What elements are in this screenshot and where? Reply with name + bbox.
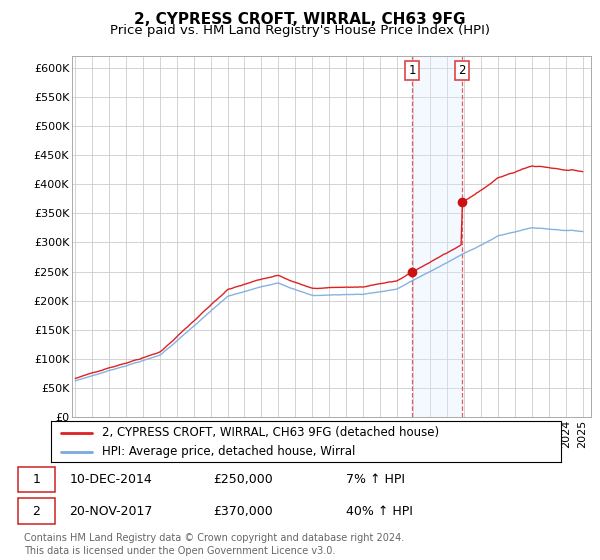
Text: 1: 1	[409, 64, 416, 77]
Bar	[18, 498, 55, 524]
Text: £250,000: £250,000	[214, 473, 274, 486]
Text: 40% ↑ HPI: 40% ↑ HPI	[346, 505, 413, 517]
Text: Contains HM Land Registry data © Crown copyright and database right 2024.
This d: Contains HM Land Registry data © Crown c…	[24, 533, 404, 556]
Text: 10-DEC-2014: 10-DEC-2014	[70, 473, 152, 486]
Text: 2, CYPRESS CROFT, WIRRAL, CH63 9FG (detached house): 2, CYPRESS CROFT, WIRRAL, CH63 9FG (deta…	[102, 426, 439, 439]
Text: 1: 1	[32, 473, 40, 486]
Text: 2: 2	[32, 505, 40, 517]
Text: 7% ↑ HPI: 7% ↑ HPI	[346, 473, 405, 486]
Text: Price paid vs. HM Land Registry's House Price Index (HPI): Price paid vs. HM Land Registry's House …	[110, 24, 490, 37]
Text: 20-NOV-2017: 20-NOV-2017	[70, 505, 153, 517]
Text: £370,000: £370,000	[214, 505, 274, 517]
Text: 2: 2	[458, 64, 466, 77]
Text: HPI: Average price, detached house, Wirral: HPI: Average price, detached house, Wirr…	[102, 445, 355, 458]
Bar	[412, 56, 462, 417]
Text: 2, CYPRESS CROFT, WIRRAL, CH63 9FG: 2, CYPRESS CROFT, WIRRAL, CH63 9FG	[134, 12, 466, 27]
Bar	[18, 466, 55, 492]
